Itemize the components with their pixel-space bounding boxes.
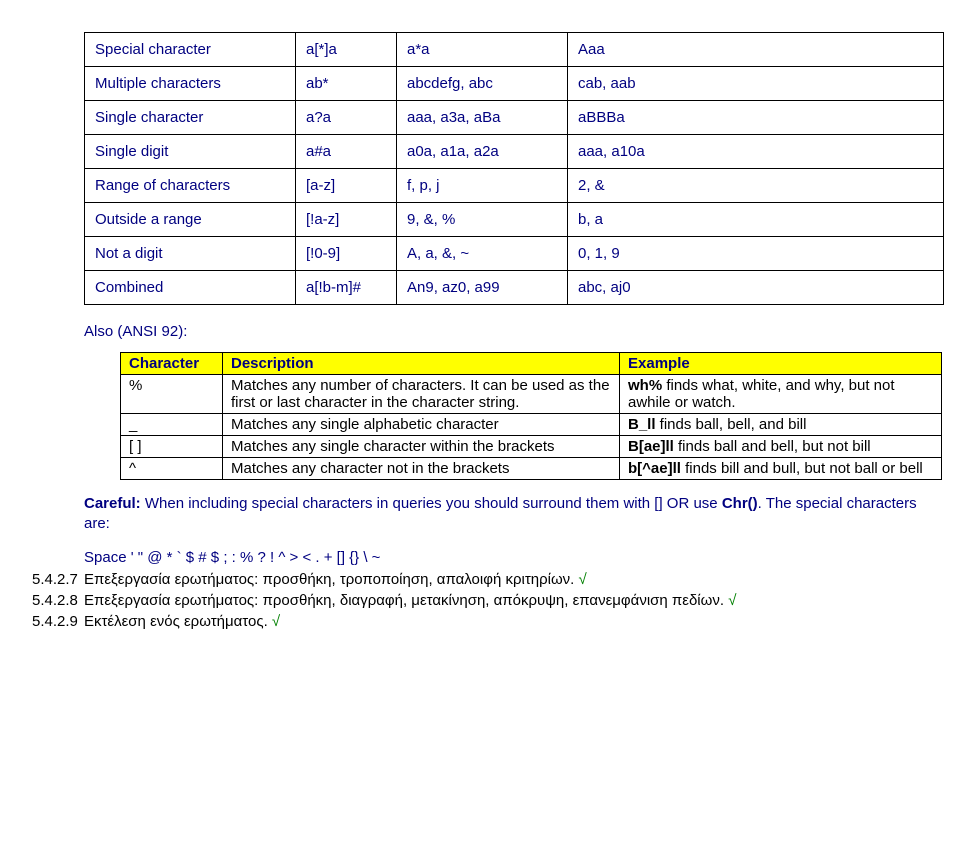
cell: a?a xyxy=(296,101,397,135)
table-row: _ Matches any single alphabetic characte… xyxy=(121,414,942,436)
table-row: Range of characters[a-z]f, p, j2, & xyxy=(85,169,944,203)
example-text: finds ball and bell, but not bill xyxy=(674,438,871,455)
table-row: ^ Matches any character not in the brack… xyxy=(121,458,942,480)
example-bold: B[ae]ll xyxy=(628,438,674,455)
item-text: Επεξεργασία ερωτήματος: προσθήκη, διαγρα… xyxy=(84,591,736,611)
cell: Range of characters xyxy=(85,169,296,203)
cell: a*a xyxy=(397,33,568,67)
table-row: % Matches any number of characters. It c… xyxy=(121,375,942,414)
cell: Multiple characters xyxy=(85,67,296,101)
table-header-row: Character Description Example xyxy=(121,353,942,375)
checkmark-icon: √ xyxy=(728,592,736,609)
cell-description: Matches any single alphabetic character xyxy=(223,414,620,436)
item-text: Επεξεργασία ερωτήματος: προσθήκη, τροποπ… xyxy=(84,570,587,590)
cell-example: b[^ae]ll finds bill and bull, but not ba… xyxy=(620,458,942,480)
cell: Combined xyxy=(85,271,296,305)
cell: 0, 1, 9 xyxy=(568,237,944,271)
cell: Not a digit xyxy=(85,237,296,271)
cell-character: _ xyxy=(121,414,223,436)
cell: 2, & xyxy=(568,169,944,203)
wildcard-patterns-table: Special charactera[*]aa*aAaa Multiple ch… xyxy=(84,32,944,305)
cell-description: Matches any single character within the … xyxy=(223,436,620,458)
numbered-item: 5.4.2.7 Επεξεργασία ερωτήματος: προσθήκη… xyxy=(32,570,912,590)
cell: abcdefg, abc xyxy=(397,67,568,101)
cell: f, p, j xyxy=(397,169,568,203)
also-ansi92-label: Also (ANSI 92): xyxy=(84,323,912,340)
item-number: 5.4.2.7 xyxy=(32,570,84,590)
cell: Aaa xyxy=(568,33,944,67)
cell: abc, aj0 xyxy=(568,271,944,305)
item-number: 5.4.2.8 xyxy=(32,591,84,611)
column-header-example: Example xyxy=(620,353,942,375)
example-text: finds what, white, and why, but not awhi… xyxy=(628,377,895,411)
cell: A, a, &, ~ xyxy=(397,237,568,271)
table-row: Outside a range[!a-z]9, &, %b, a xyxy=(85,203,944,237)
cell: An9, az0, a99 xyxy=(397,271,568,305)
example-bold: B_ll xyxy=(628,416,656,433)
cell-character: ^ xyxy=(121,458,223,480)
cell: [!0-9] xyxy=(296,237,397,271)
checkmark-icon: √ xyxy=(579,571,587,588)
cell: ab* xyxy=(296,67,397,101)
cell: [!a-z] xyxy=(296,203,397,237)
cell: aaa, a3a, aBa xyxy=(397,101,568,135)
cell: cab, aab xyxy=(568,67,944,101)
ansi92-wildcards-table: Character Description Example % Matches … xyxy=(120,352,942,480)
cell-description: Matches any number of characters. It can… xyxy=(223,375,620,414)
cell-example: B[ae]ll finds ball and bell, but not bil… xyxy=(620,436,942,458)
cell: 9, &, % xyxy=(397,203,568,237)
special-characters-line: Space ' " @ * ` $ # $ ; : % ? ! ^ > < . … xyxy=(84,549,912,566)
careful-chr: Chr() xyxy=(722,495,758,512)
table-row: Multiple charactersab*abcdefg, abccab, a… xyxy=(85,67,944,101)
numbered-item: 5.4.2.8 Επεξεργασία ερωτήματος: προσθήκη… xyxy=(32,591,912,611)
table-row: Single charactera?aaaa, a3a, aBaaBBBa xyxy=(85,101,944,135)
table-row: Special charactera[*]aa*aAaa xyxy=(85,33,944,67)
cell: Single character xyxy=(85,101,296,135)
careful-prefix: Careful: xyxy=(84,495,141,512)
checkmark-icon: √ xyxy=(272,613,280,630)
cell: aBBBa xyxy=(568,101,944,135)
table-row: Combineda[!b-m]#An9, az0, a99abc, aj0 xyxy=(85,271,944,305)
numbered-item: 5.4.2.9 Εκτέλεση ενός ερωτήματος. √ xyxy=(32,612,912,632)
careful-text: When including special characters in que… xyxy=(141,495,722,512)
table-row: [ ] Matches any single character within … xyxy=(121,436,942,458)
item-number: 5.4.2.9 xyxy=(32,612,84,632)
cell: a#a xyxy=(296,135,397,169)
table-row: Not a digit[!0-9]A, a, &, ~0, 1, 9 xyxy=(85,237,944,271)
table-row: Single digita#aa0a, a1a, a2aaaa, a10a xyxy=(85,135,944,169)
cell: Special character xyxy=(85,33,296,67)
cell: Single digit xyxy=(85,135,296,169)
cell: [a-z] xyxy=(296,169,397,203)
cell: b, a xyxy=(568,203,944,237)
example-text: finds bill and bull, but not ball or bel… xyxy=(681,460,923,477)
cell-character: [ ] xyxy=(121,436,223,458)
cell-example: wh% finds what, white, and why, but not … xyxy=(620,375,942,414)
cell: a[!b-m]# xyxy=(296,271,397,305)
cell-example: B_ll finds ball, bell, and bill xyxy=(620,414,942,436)
cell-character: % xyxy=(121,375,223,414)
cell-description: Matches any character not in the bracket… xyxy=(223,458,620,480)
item-text: Εκτέλεση ενός ερωτήματος. √ xyxy=(84,612,280,632)
cell: a0a, a1a, a2a xyxy=(397,135,568,169)
cell: aaa, a10a xyxy=(568,135,944,169)
cell: a[*]a xyxy=(296,33,397,67)
column-header-character: Character xyxy=(121,353,223,375)
cell: Outside a range xyxy=(85,203,296,237)
example-bold: b[^ae]ll xyxy=(628,460,681,477)
careful-note: Careful: When including special characte… xyxy=(84,494,944,535)
example-bold: wh% xyxy=(628,377,662,394)
column-header-description: Description xyxy=(223,353,620,375)
example-text: finds ball, bell, and bill xyxy=(656,416,807,433)
